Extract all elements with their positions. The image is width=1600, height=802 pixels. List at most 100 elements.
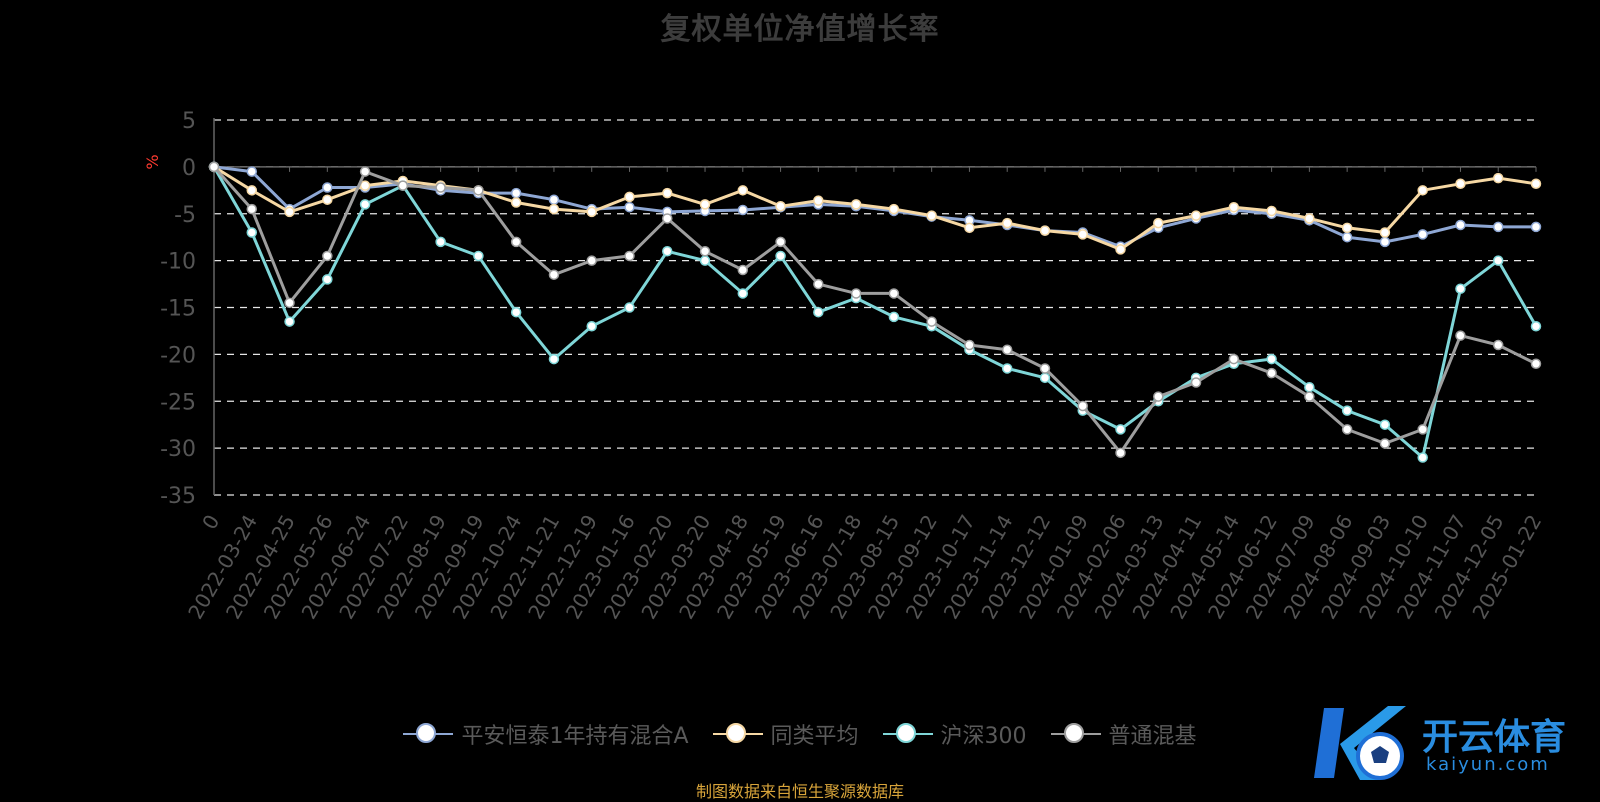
data-point [322,250,333,262]
data-point [1492,255,1504,266]
y-axis-label: % [143,154,162,169]
data-point [624,302,635,313]
x-tick-label: 0 [197,511,224,534]
data-point [435,182,446,193]
brand-name: 开云体育 [1422,717,1567,758]
data-point [1190,210,1202,221]
data-point [775,201,786,212]
data-point [926,316,937,327]
data-point [586,255,597,266]
data-point [888,203,900,215]
data-point [322,194,333,205]
data-point [1115,244,1126,255]
legend-item-peer-average[interactable]: 同类平均 [712,718,859,750]
data-point [1341,424,1353,435]
data-point [1417,185,1428,196]
data-point [473,185,484,196]
data-point [586,321,597,332]
data-point [473,250,484,262]
data-point [737,288,749,299]
data-point [1266,353,1277,365]
data-point [1379,236,1391,248]
y-tick-label: -15 [160,297,196,322]
data-point [1153,217,1164,229]
data-point [737,264,749,276]
data-point [1304,213,1315,224]
data-point [1530,178,1542,189]
data-point [888,288,900,299]
data-point [1417,424,1428,435]
data-point [510,236,522,248]
data-point [548,203,560,215]
data-point [1077,229,1088,240]
data-point [246,227,258,238]
data-point [1039,372,1051,384]
data-point [1492,339,1504,351]
line-chart: 50-5-10-15-20-25-30-35%02022-03-242022-0… [143,109,1546,623]
data-point [1001,344,1013,355]
legend-label-csi300: 沪深300 [940,724,1027,749]
data-point [926,210,937,221]
legend-item-mixed-fund[interactable]: 普通混基 [1050,718,1197,750]
y-tick-label: 0 [182,156,196,181]
data-point [359,199,371,210]
legend-swatch-csi300 [882,722,933,746]
data-point [1153,391,1164,402]
data-point [1417,452,1428,463]
series-line-2 [212,165,1538,459]
data-point [813,278,824,290]
chart-title: 复权单位净值增长率 [660,12,940,47]
data-point [1530,221,1542,233]
data-point [1077,400,1088,412]
data-point [624,250,635,262]
data-point [699,246,711,257]
data-point [1115,424,1126,435]
data-point [586,206,597,218]
series-line-0 [212,165,1538,249]
data-point [548,194,560,205]
brand-domain: kaiyun.com [1426,754,1550,775]
legend-swatch-peer-average [712,722,763,746]
data-point [662,213,673,224]
data-point [888,311,900,323]
data-point [699,199,711,210]
data-point [284,297,295,309]
legend-swatch-fund [403,722,454,746]
data-point [964,222,975,234]
data-point [775,250,786,262]
data-point [699,255,711,266]
legend-item-csi300[interactable]: 沪深300 [882,718,1027,750]
data-point [246,166,258,177]
data-point [1530,358,1542,369]
legend-label-fund: 平安恒泰1年持有混合A [461,724,689,749]
data-point [246,185,258,196]
data-point [737,185,749,196]
data-point [662,246,673,257]
data-point [850,199,862,210]
y-tick-label: -30 [160,437,196,462]
data-point [964,339,975,351]
data-point [775,236,786,248]
data-point [1039,363,1051,374]
data-point [813,306,824,318]
data-point [510,187,522,199]
data-point [737,204,749,216]
data-point [510,197,522,208]
data-point [1228,201,1240,213]
brand-watermark: 开云体育 kaiyun.com [1310,700,1600,790]
data-point [359,180,371,191]
data-point [284,206,295,218]
data-point [1039,225,1051,236]
data-point [548,269,560,280]
data-point [359,166,371,177]
legend-swatch-mixed-fund [1050,722,1101,746]
data-point [1455,330,1466,341]
y-tick-label: -5 [174,203,196,228]
data-point [813,195,824,206]
legend-label-mixed-fund: 普通混基 [1108,724,1197,749]
data-point [1455,283,1466,294]
data-point [1379,438,1391,449]
data-point [1115,447,1126,459]
legend-item-fund[interactable]: 平安恒泰1年持有混合A [403,718,689,750]
y-tick-label: -35 [160,484,196,509]
